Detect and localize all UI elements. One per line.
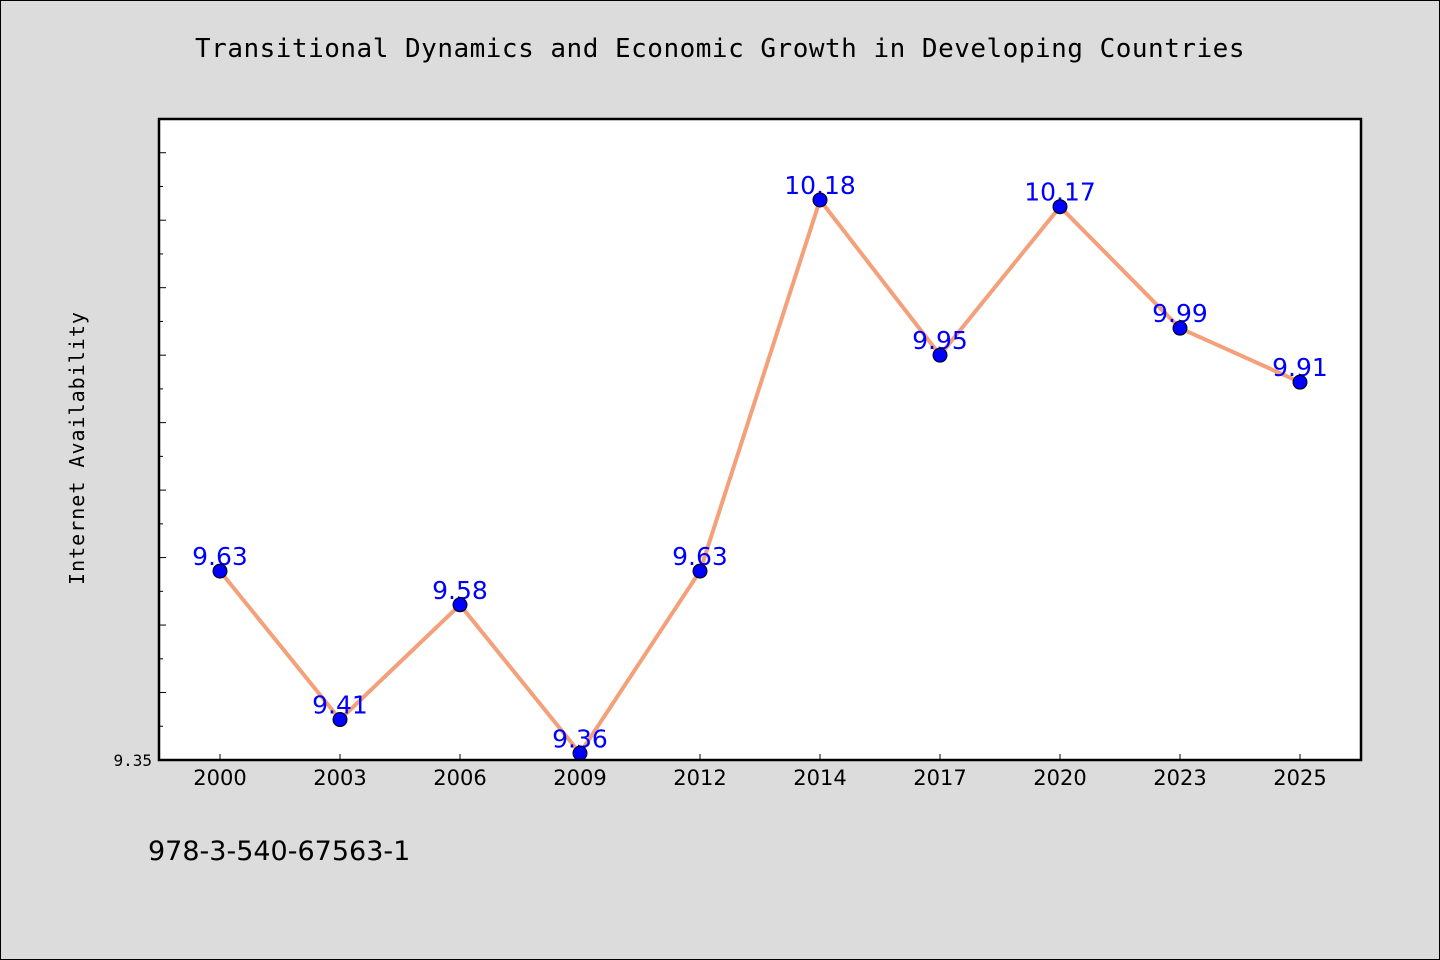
data-point	[932, 347, 948, 363]
x-tick-label: 2014	[793, 766, 846, 790]
x-tick-label: 2017	[913, 766, 966, 790]
x-tick-label: 2012	[673, 766, 726, 790]
data-point	[1292, 374, 1308, 390]
footer-code: 978-3-540-67563-1	[148, 836, 411, 867]
data-point	[452, 597, 468, 613]
x-tick-label: 2003	[313, 766, 366, 790]
data-point	[1172, 320, 1188, 336]
series-line	[218, 197, 1302, 756]
plot-area	[159, 119, 1361, 760]
x-tick-label: 2023	[1153, 766, 1206, 790]
plot-border	[157, 117, 1363, 762]
x-tick-label: 2025	[1273, 766, 1326, 790]
y-tick-label: 9.35	[113, 751, 152, 770]
x-tick-label: 2000	[193, 766, 246, 790]
x-tick-label: 2009	[553, 766, 606, 790]
x-tick-label: 2006	[433, 766, 486, 790]
data-point	[212, 563, 228, 579]
data-point	[1052, 199, 1068, 215]
data-point	[332, 712, 348, 728]
data-point	[572, 745, 588, 761]
data-point	[692, 563, 708, 579]
x-tick-label: 2020	[1033, 766, 1086, 790]
data-point	[812, 192, 828, 208]
chart-title: Transitional Dynamics and Economic Growt…	[195, 34, 1245, 64]
